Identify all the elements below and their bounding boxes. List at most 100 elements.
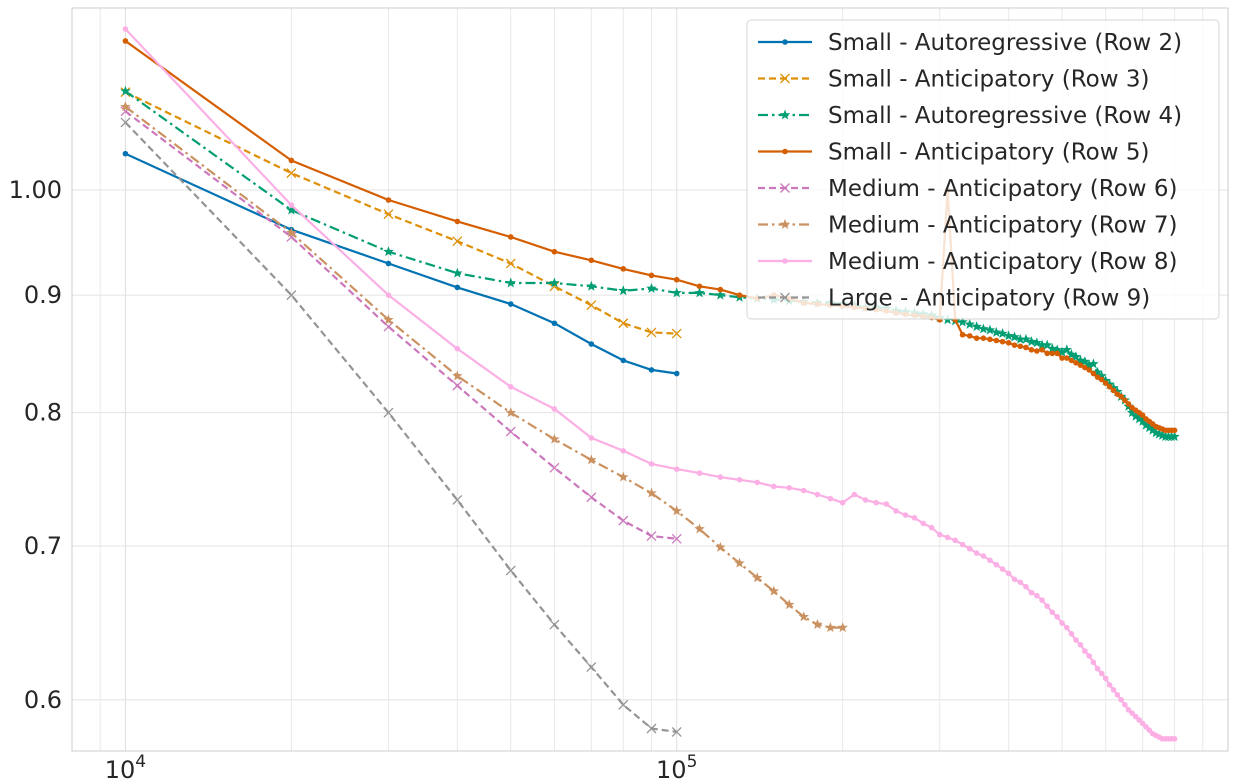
data-point — [1077, 362, 1084, 368]
data-point — [673, 466, 680, 472]
data-point — [551, 248, 558, 255]
data-point — [1136, 717, 1142, 723]
data-point — [779, 219, 791, 229]
data-point — [507, 384, 514, 390]
data-point — [383, 246, 394, 257]
data-point — [1157, 429, 1168, 440]
series-1 — [122, 150, 680, 377]
series-line — [124, 121, 677, 733]
data-point — [1150, 427, 1162, 438]
data-point — [839, 499, 846, 506]
data-point — [1169, 431, 1180, 442]
y-tick-label: 0.9 — [24, 281, 62, 309]
data-point — [1073, 359, 1079, 366]
data-point — [1034, 348, 1040, 354]
data-point — [586, 300, 597, 311]
series-line — [124, 152, 677, 375]
data-point — [1086, 653, 1092, 659]
data-point — [120, 85, 131, 96]
data-point — [1039, 597, 1045, 603]
data-point — [1070, 351, 1082, 362]
data-point — [1056, 346, 1068, 357]
series-5 — [120, 106, 682, 544]
data-point — [1110, 687, 1117, 693]
data-point — [780, 73, 790, 84]
data-point — [696, 283, 703, 290]
data-point — [1023, 344, 1029, 351]
data-point — [286, 168, 297, 179]
legend-entry: Medium - Anticipatory (Row 6) — [758, 176, 1178, 202]
data-point — [827, 495, 834, 502]
data-point — [1108, 382, 1119, 393]
data-point — [997, 328, 1008, 339]
data-point — [620, 448, 627, 454]
data-point — [648, 367, 655, 373]
data-point — [966, 546, 973, 552]
y-tick-label: 1.00 — [9, 176, 62, 204]
data-point — [883, 501, 890, 507]
data-point — [862, 497, 869, 503]
data-point — [957, 316, 968, 327]
data-point — [1028, 589, 1035, 596]
data-point — [1061, 344, 1073, 355]
data-point — [586, 492, 597, 503]
data-point — [1011, 342, 1018, 348]
data-point — [1102, 675, 1109, 682]
data-point — [671, 533, 682, 544]
data-point — [780, 183, 790, 193]
data-point — [286, 204, 297, 215]
data-point — [1086, 367, 1092, 373]
data-point — [1106, 384, 1113, 390]
data-point — [980, 553, 987, 559]
data-point — [1005, 340, 1012, 346]
data-point — [673, 370, 680, 377]
data-point — [782, 148, 788, 155]
data-point — [646, 327, 657, 338]
data-point — [505, 258, 516, 269]
data-point — [1132, 713, 1139, 720]
data-point — [505, 565, 516, 576]
data-point — [715, 541, 726, 552]
data-point — [1042, 339, 1053, 350]
x-tick-label: 105 — [656, 752, 697, 781]
data-point — [978, 323, 989, 334]
data-point — [991, 326, 1002, 337]
data-point — [993, 561, 1000, 568]
data-point — [1083, 359, 1095, 370]
data-point — [618, 699, 629, 710]
data-point — [1015, 333, 1026, 344]
data-point — [122, 38, 129, 44]
data-point — [1044, 350, 1051, 357]
legend-label: Medium - Anticipatory (Row 6) — [828, 176, 1178, 202]
y-tick-label: 0.7 — [24, 532, 62, 560]
legend-entry: Medium - Anticipatory (Row 7) — [758, 213, 1178, 239]
data-point — [1144, 422, 1155, 433]
data-point — [752, 572, 763, 583]
data-point — [694, 523, 705, 534]
legend-label: Medium - Anticipatory (Row 7) — [828, 213, 1178, 239]
data-point — [551, 406, 558, 412]
data-point — [696, 470, 703, 476]
data-point — [286, 227, 297, 238]
data-point — [385, 292, 392, 298]
data-point — [893, 508, 899, 514]
data-point — [1036, 339, 1048, 350]
data-point — [837, 622, 848, 633]
axis-ticks: 0.6 0.7 0.8 0.9 1.00 104 105 — [9, 176, 698, 781]
data-point — [717, 474, 724, 480]
data-point — [952, 537, 958, 544]
data-point — [944, 534, 951, 541]
data-point — [507, 234, 514, 240]
data-point — [1051, 344, 1063, 355]
data-point — [505, 277, 516, 288]
legend-label: Small - Anticipatory (Row 3) — [828, 67, 1149, 93]
data-point — [1114, 692, 1121, 698]
data-point — [1100, 375, 1111, 386]
data-point — [286, 290, 297, 301]
data-point — [971, 321, 982, 332]
data-point — [1143, 723, 1149, 730]
data-point — [782, 39, 788, 45]
data-point — [1139, 720, 1146, 727]
data-point — [770, 483, 777, 490]
data-point — [1125, 707, 1132, 713]
